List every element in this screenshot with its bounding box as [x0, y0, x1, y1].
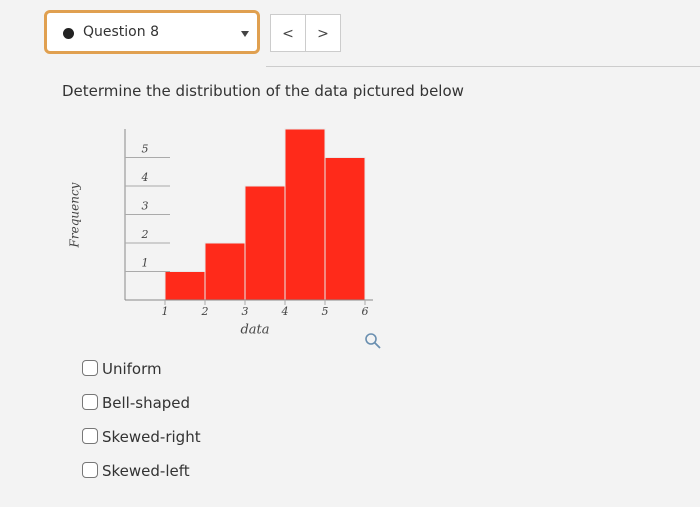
option-label: Bell-shaped [102, 394, 191, 412]
bar [324, 157, 366, 301]
bar [204, 242, 246, 301]
y-tick-label: 4 [141, 171, 149, 184]
status-dot [63, 28, 74, 39]
option[interactable]: Uniform [82, 360, 162, 378]
next-button[interactable]: > [305, 14, 341, 52]
y-tick-label: 1 [142, 257, 149, 270]
question-text: Determine the distribution of the data p… [62, 82, 464, 100]
prev-button[interactable]: < [270, 14, 306, 52]
option[interactable]: Skewed-right [82, 428, 201, 446]
x-tick-label: 1 [162, 305, 169, 318]
option-label: Skewed-left [102, 462, 190, 480]
x-tick-label: 4 [281, 305, 289, 318]
checkbox[interactable] [82, 394, 98, 410]
x-axis-label: data [240, 323, 269, 338]
bar [244, 185, 286, 301]
x-tick-label: 5 [322, 305, 329, 318]
question-dropdown[interactable]: Question 8 [44, 10, 260, 54]
checkbox[interactable] [82, 428, 98, 444]
option[interactable]: Bell-shaped [82, 394, 190, 412]
bar [284, 128, 326, 301]
y-axis-label: Frequency [68, 182, 82, 248]
x-tick-label: 2 [201, 305, 209, 318]
y-tick-label: 5 [142, 143, 149, 156]
option[interactable]: Skewed-left [82, 462, 190, 480]
x-tick-label: 6 [362, 305, 369, 318]
option-label: Skewed-right [102, 428, 201, 446]
zoom-icon[interactable] [364, 332, 382, 350]
option-label: Uniform [102, 360, 162, 378]
y-tick-label: 2 [141, 228, 149, 241]
checkbox[interactable] [82, 360, 98, 376]
bar [164, 271, 206, 301]
checkbox[interactable] [82, 462, 98, 478]
histogram: 1 2 3 4 5 1 2 3 4 5 6 data Frequency [68, 128, 373, 338]
divider [266, 66, 700, 67]
x-tick-label: 3 [242, 305, 249, 318]
question-label: Question 8 [83, 24, 159, 40]
y-tick-label: 3 [142, 200, 149, 213]
dropdown-arrow [241, 31, 249, 37]
